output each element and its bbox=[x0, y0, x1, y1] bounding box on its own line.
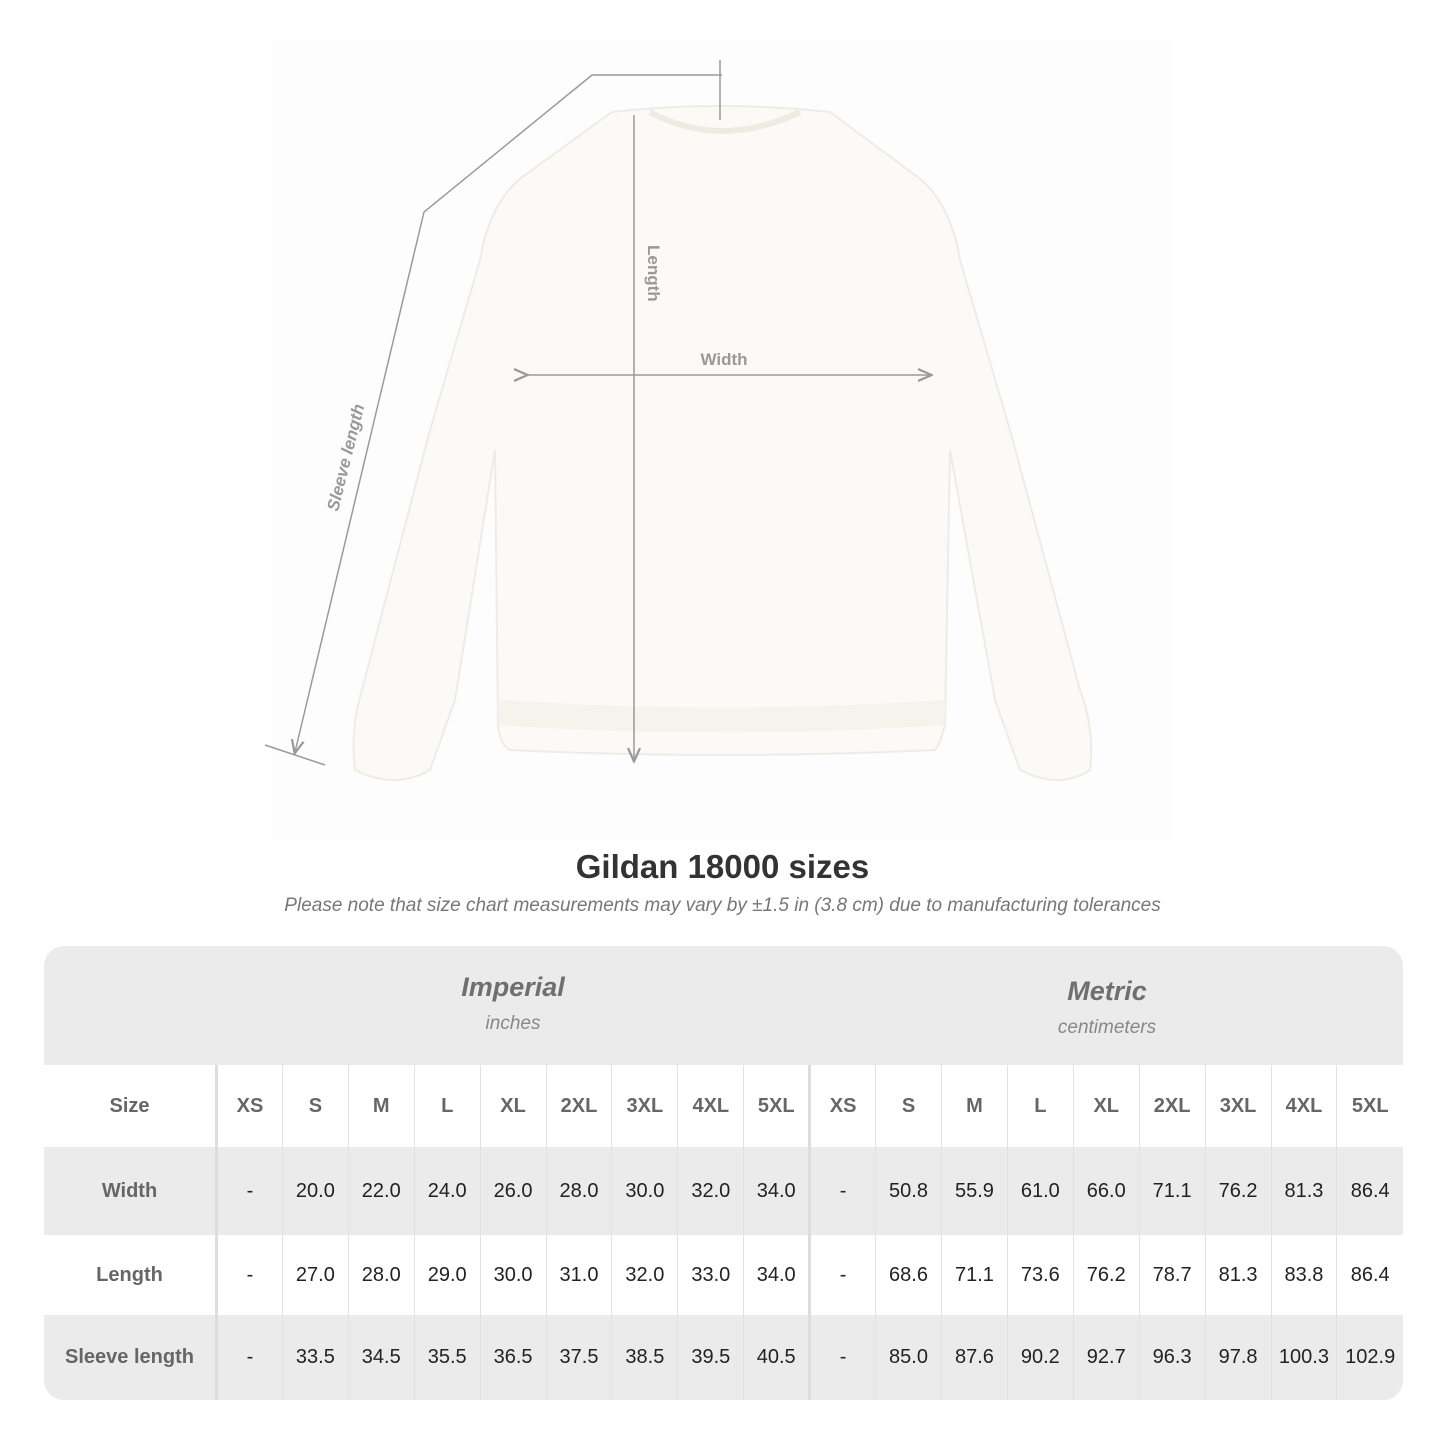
imperial-size-M: M bbox=[347, 1065, 415, 1147]
imperial-value-cell: 34.0 bbox=[743, 1147, 810, 1235]
imperial-value-cell: 32.0 bbox=[677, 1147, 744, 1235]
imperial-value-cell: 26.0 bbox=[479, 1147, 547, 1235]
metric-value-cell: - bbox=[808, 1147, 876, 1235]
width-label: Width bbox=[700, 350, 747, 369]
metric-value-cell: 90.2 bbox=[1006, 1315, 1074, 1400]
metric-size-5XL: 5XL bbox=[1336, 1065, 1403, 1147]
row-label: Sleeve length bbox=[44, 1315, 218, 1400]
imperial-value-cell: 24.0 bbox=[413, 1147, 481, 1235]
imperial-value-cell: 29.0 bbox=[413, 1235, 481, 1315]
chart-title: Gildan 18000 sizes bbox=[575, 848, 870, 885]
row-label: Length bbox=[44, 1235, 218, 1315]
metric-value-cell: 55.9 bbox=[940, 1147, 1008, 1235]
imperial-value-cell: 32.0 bbox=[611, 1235, 678, 1315]
length-label: Length bbox=[644, 245, 663, 302]
imperial-value-cell: 40.5 bbox=[743, 1315, 810, 1400]
metric-size-2XL: 2XL bbox=[1138, 1065, 1206, 1147]
metric-value-cell: 96.3 bbox=[1138, 1315, 1206, 1400]
metric-value-cell: 86.4 bbox=[1336, 1235, 1403, 1315]
metric-value-cell: 81.3 bbox=[1204, 1235, 1271, 1315]
imperial-size-5XL: 5XL bbox=[743, 1065, 810, 1147]
metric-value-cell: 76.2 bbox=[1072, 1235, 1140, 1315]
imperial-value-cell: - bbox=[216, 1147, 283, 1235]
imperial-value-cell: 38.5 bbox=[611, 1315, 678, 1400]
metric-unit: centimeters bbox=[1057, 1017, 1157, 1038]
table-row: Length -27.0 28.0 29.0 30.0 31.0 32.0 33.0 34.0-… bbox=[44, 1235, 1403, 1315]
sleeve-length-line bbox=[295, 74, 722, 752]
waistband bbox=[498, 700, 945, 733]
size-grid: Size XS S M L XL 2XL 3XL 4XL 5XL XS S M L XL 2XL 3XL 4XL 5… bbox=[44, 1065, 1403, 1400]
imperial-value-cell: 35.5 bbox=[413, 1315, 481, 1400]
imperial-value-cell: 33.5 bbox=[281, 1315, 349, 1400]
metric-size-3XL: 3XL bbox=[1204, 1065, 1271, 1147]
imperial-value-cell: - bbox=[216, 1235, 283, 1315]
imperial-value-cell: 22.0 bbox=[347, 1147, 415, 1235]
metric-value-cell: 76.2 bbox=[1204, 1147, 1271, 1235]
metric-value-cell: 81.3 bbox=[1270, 1147, 1337, 1235]
metric-value-cell: 78.7 bbox=[1138, 1235, 1206, 1315]
metric-value-cell: 71.1 bbox=[940, 1235, 1008, 1315]
sweatshirt-image bbox=[352, 105, 1093, 781]
size-header-row: Size XS S M L XL 2XL 3XL 4XL 5XL XS S M L XL 2XL 3XL 4XL 5… bbox=[44, 1065, 1403, 1147]
metric-size-M: M bbox=[940, 1065, 1008, 1147]
imperial-value-cell: 33.0 bbox=[677, 1235, 744, 1315]
metric-label: Metric bbox=[1067, 976, 1147, 1006]
sweatshirt-diagram: Length Width Sleeve length bbox=[264, 60, 1093, 781]
imperial-header: Imperial inches bbox=[216, 946, 810, 1063]
imperial-value-cell: 27.0 bbox=[281, 1235, 349, 1315]
measurement-lines bbox=[264, 60, 930, 766]
metric-value-cell: - bbox=[808, 1315, 876, 1400]
tolerance-note: Please note that size chart measurements… bbox=[284, 895, 1161, 916]
imperial-value-cell: 34.5 bbox=[347, 1315, 415, 1400]
metric-value-cell: 61.0 bbox=[1006, 1147, 1074, 1235]
table-row: Width -20.0 22.0 24.0 26.0 28.0 30.0 32.0 34.0-5… bbox=[44, 1147, 1403, 1235]
metric-value-cell: 50.8 bbox=[875, 1147, 942, 1235]
collar bbox=[648, 109, 802, 134]
metric-value-cell: 83.8 bbox=[1270, 1235, 1337, 1315]
imperial-value-cell: 36.5 bbox=[479, 1315, 547, 1400]
imperial-value-cell: 39.5 bbox=[677, 1315, 744, 1400]
metric-value-cell: 68.6 bbox=[875, 1235, 942, 1315]
metric-value-cell: 100.3 bbox=[1270, 1315, 1337, 1400]
imperial-size-3XL: 3XL bbox=[611, 1065, 678, 1147]
imperial-size-L: L bbox=[413, 1065, 481, 1147]
size-table: Imperial inches Metric centimeters Size X… bbox=[44, 946, 1403, 1400]
table-row: Sleeve length -33.5 34.5 35.5 36.5 37.5 38.5 39… bbox=[44, 1315, 1403, 1400]
imperial-size-S: S bbox=[281, 1065, 349, 1147]
metric-size-S: S bbox=[875, 1065, 942, 1147]
imperial-value-cell: 31.0 bbox=[545, 1235, 612, 1315]
metric-value-cell: 85.0 bbox=[875, 1315, 942, 1400]
metric-value-cell: 102.9 bbox=[1336, 1315, 1403, 1400]
sleeve-end-tick bbox=[264, 744, 326, 766]
imperial-size-XL: XL bbox=[479, 1065, 547, 1147]
row-label: Width bbox=[44, 1147, 218, 1235]
size-header: Size bbox=[44, 1065, 218, 1147]
metric-value-cell: 71.1 bbox=[1138, 1147, 1206, 1235]
metric-value-cell: 97.8 bbox=[1204, 1315, 1271, 1400]
metric-size-L: L bbox=[1006, 1065, 1074, 1147]
metric-value-cell: 87.6 bbox=[940, 1315, 1008, 1400]
imperial-value-cell: 30.0 bbox=[611, 1147, 678, 1235]
metric-value-cell: - bbox=[808, 1235, 876, 1315]
imperial-unit: inches bbox=[485, 1013, 541, 1034]
imperial-label: Imperial bbox=[461, 972, 565, 1002]
metric-size-4XL: 4XL bbox=[1270, 1065, 1337, 1147]
metric-value-cell: 92.7 bbox=[1072, 1315, 1140, 1400]
imperial-value-cell: - bbox=[216, 1315, 283, 1400]
imperial-value-cell: 30.0 bbox=[479, 1235, 547, 1315]
imperial-value-cell: 37.5 bbox=[545, 1315, 612, 1400]
imperial-value-cell: 28.0 bbox=[545, 1147, 612, 1235]
metric-value-cell: 73.6 bbox=[1006, 1235, 1074, 1315]
imperial-value-cell: 28.0 bbox=[347, 1235, 415, 1315]
metric-size-XS: XS bbox=[808, 1065, 876, 1147]
metric-size-XL: XL bbox=[1072, 1065, 1140, 1147]
imperial-size-2XL: 2XL bbox=[545, 1065, 612, 1147]
imperial-value-cell: 34.0 bbox=[743, 1235, 810, 1315]
imperial-size-XS: XS bbox=[216, 1065, 283, 1147]
imperial-size-4XL: 4XL bbox=[677, 1065, 744, 1147]
imperial-value-cell: 20.0 bbox=[281, 1147, 349, 1235]
metric-value-cell: 66.0 bbox=[1072, 1147, 1140, 1235]
metric-value-cell: 86.4 bbox=[1336, 1147, 1403, 1235]
metric-header: Metric centimeters bbox=[810, 946, 1403, 1063]
